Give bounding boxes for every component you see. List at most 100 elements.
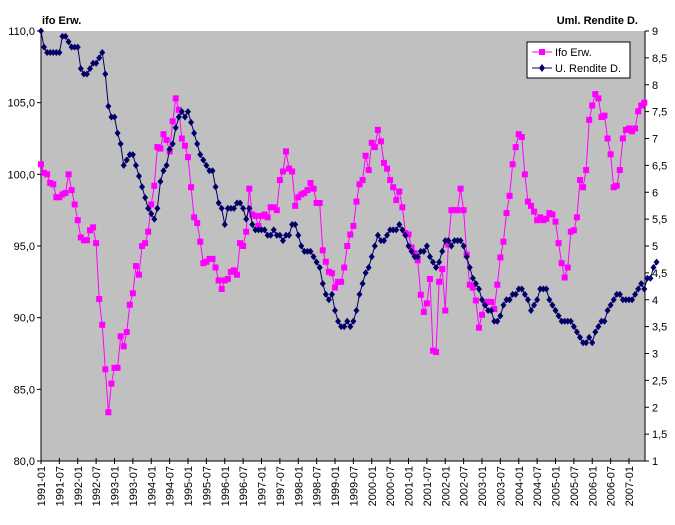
x-tick-label: 2002-01 [440,466,452,506]
ifo-data-point [310,185,317,192]
ifo-data-point [264,214,271,221]
ifo-data-point [479,311,485,318]
ifo-data-point [148,201,155,208]
ifo-data-point [227,268,234,275]
ifo-data-point [209,255,216,262]
rendite-data-point [472,280,479,288]
ifo-data-point [356,181,363,188]
rendite-data-point [148,210,155,218]
legend: Ifo Erw. U. Rendite D. [526,41,631,79]
ifo-data-point [301,189,308,196]
right-tick-label: 7,5 [652,107,667,119]
ifo-data-point [359,177,366,184]
ifo-data-point [381,159,387,166]
legend-rendite-label: U. Rendite D. [555,63,621,75]
rendite-data-point [194,140,201,148]
rendite-data-point [322,290,329,298]
rendite-data-point [221,221,228,228]
rendite-data-point [528,307,534,314]
rendite-data-point [595,323,602,331]
rendite-data-point [264,231,271,239]
ifo-data-point [304,187,311,194]
right-tick-label: 2,5 [652,375,667,387]
rendite-data-point [396,221,403,228]
rendite-data-point [423,242,430,250]
ifo-data-point [132,263,139,270]
ifo-data-point [249,211,256,218]
ifo-data-point [512,144,519,151]
ifo-data-point [494,281,501,288]
rendite-data-point [641,285,648,293]
ifo-data-point [142,240,149,247]
rendite-data-point [393,226,400,234]
rendite-data-point [74,43,81,51]
ifo-data-point [451,207,458,214]
rendite-data-point [592,328,599,336]
rendite-data-point [540,285,547,293]
rendite-data-point [469,274,476,282]
ifo-data-point [558,260,565,267]
ifo-data-point [111,364,118,371]
ifo-data-point [126,301,133,308]
ifo-data-point [423,300,430,307]
ifo-data-point [240,243,247,249]
rendite-data-point [157,178,164,185]
rendite-data-point [567,317,574,325]
rendite-data-point [90,59,97,67]
rendite-data-point [181,113,188,121]
rendite-data-point [475,285,482,293]
rendite-data-point [65,38,72,46]
x-tick-label: 1991-01 [36,466,48,506]
ifo-data-point [289,168,296,175]
ifo-data-point [108,380,115,387]
ifo-data-point [194,220,201,227]
ifo-data-point [347,231,354,238]
right-tick-label: 1 [652,456,658,468]
rendite-data-point [384,231,391,239]
ifo-data-point [589,102,596,109]
ifo-data-point [53,194,60,201]
rendite-data-point [163,161,170,169]
ifo-data-point [622,126,629,133]
rendite-data-point [301,247,308,255]
ifo-data-point [44,171,51,178]
ifo-data-point [200,260,207,267]
rendite-data-point [258,226,265,234]
ifo-data-point [387,177,394,184]
rendite-data-point [460,242,467,250]
ifo-data-point [74,217,81,224]
ifo-data-point [537,214,544,221]
ifo-data-point [371,144,378,151]
ifo-data-point [448,207,455,214]
x-tick-label: 1999-01 [330,466,342,506]
ifo-data-point [485,298,492,305]
ifo-data-point [224,275,231,282]
rendite-data-point [237,199,244,207]
rendite-data-point [53,49,60,56]
rendite-data-point [108,113,115,121]
rendite-data-point [583,339,590,347]
rendite-data-point [408,247,415,255]
ifo-data-point [41,169,48,176]
rendite-data-point [93,59,100,67]
rendite-data-point [482,301,489,309]
rendite-data-point [512,290,519,298]
rendite-data-point [491,317,498,325]
ifo-data-point [283,148,289,155]
ifo-data-point [368,139,375,146]
rendite-data-point [62,32,69,40]
ifo-data-point [540,217,547,224]
ifo-data-point [561,274,568,281]
rendite-data-point [466,264,473,271]
rendite-data-point [399,226,406,234]
rendite-data-point [289,221,296,228]
left-tick-label: 90,0 [14,313,35,325]
ifo-data-point [169,118,176,125]
x-tick-label: 2004-01 [514,466,526,506]
rendite-data-point [197,151,204,159]
rendite-data-point [227,204,234,212]
rendite-data-point [405,242,412,250]
ifo-data-point [56,194,63,201]
rendite-data-point [172,124,179,132]
